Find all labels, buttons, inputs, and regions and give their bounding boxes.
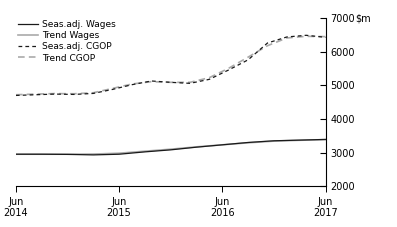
Trend Wages <box>65 153 70 155</box>
Line: Trend Wages: Trend Wages <box>16 140 326 154</box>
Trend CGOP <box>129 83 134 85</box>
Seas.adj. CGOP <box>52 93 57 95</box>
Seas.adj. CGOP <box>207 78 212 81</box>
Trend CGOP <box>52 92 57 95</box>
Trend CGOP <box>323 35 328 38</box>
Seas.adj. Wages <box>323 138 328 141</box>
Seas.adj. CGOP <box>149 80 154 82</box>
Trend CGOP <box>91 91 96 94</box>
Trend Wages <box>246 141 251 144</box>
Seas.adj. CGOP <box>71 93 76 96</box>
Trend Wages <box>272 140 276 143</box>
Line: Seas.adj. Wages: Seas.adj. Wages <box>16 139 326 155</box>
Seas.adj. Wages <box>143 151 147 153</box>
Trend Wages <box>39 153 44 155</box>
Seas.adj. CGOP <box>129 83 134 86</box>
Trend Wages <box>117 152 121 155</box>
Seas.adj. Wages <box>297 139 302 141</box>
Trend CGOP <box>33 93 38 95</box>
Trend CGOP <box>110 87 115 90</box>
Seas.adj. Wages <box>246 141 251 144</box>
Trend Wages <box>297 139 302 142</box>
Trend Wages <box>323 138 328 141</box>
Trend Wages <box>91 153 96 155</box>
Trend CGOP <box>71 92 76 95</box>
Seas.adj. CGOP <box>265 42 270 44</box>
Seas.adj. Wages <box>194 146 199 148</box>
Seas.adj. Wages <box>91 153 96 156</box>
Line: Seas.adj. CGOP: Seas.adj. CGOP <box>16 35 326 95</box>
Seas.adj. CGOP <box>13 94 18 97</box>
Y-axis label: $m: $m <box>355 13 370 23</box>
Legend: Seas.adj. Wages, Trend Wages, Seas.adj. CGOP, Trend CGOP: Seas.adj. Wages, Trend Wages, Seas.adj. … <box>17 19 117 64</box>
Seas.adj. CGOP <box>226 69 231 71</box>
Trend CGOP <box>13 93 18 96</box>
Seas.adj. CGOP <box>246 59 251 61</box>
Seas.adj. CGOP <box>33 93 38 96</box>
Seas.adj. Wages <box>117 153 121 155</box>
Trend Wages <box>143 150 147 153</box>
Seas.adj. Wages <box>168 148 173 151</box>
Seas.adj. Wages <box>272 139 276 142</box>
Seas.adj. CGOP <box>284 36 289 38</box>
Seas.adj. Wages <box>39 153 44 155</box>
Seas.adj. CGOP <box>304 34 308 37</box>
Seas.adj. CGOP <box>188 82 193 85</box>
Line: Trend CGOP: Trend CGOP <box>16 36 326 95</box>
Seas.adj. CGOP <box>168 81 173 84</box>
Trend CGOP <box>207 76 212 79</box>
Trend CGOP <box>246 56 251 59</box>
Trend Wages <box>220 143 225 146</box>
Seas.adj. Wages <box>65 153 70 156</box>
Seas.adj. CGOP <box>110 88 115 91</box>
Trend Wages <box>168 148 173 151</box>
Trend CGOP <box>226 67 231 70</box>
Seas.adj. CGOP <box>323 36 328 39</box>
Seas.adj. Wages <box>220 143 225 146</box>
Trend CGOP <box>284 37 289 39</box>
Seas.adj. CGOP <box>91 92 96 95</box>
Trend CGOP <box>168 81 173 84</box>
Trend CGOP <box>304 35 308 38</box>
Trend CGOP <box>188 81 193 84</box>
Trend CGOP <box>149 80 154 83</box>
Trend Wages <box>13 153 18 155</box>
Trend Wages <box>194 146 199 148</box>
Seas.adj. Wages <box>13 153 18 155</box>
Trend CGOP <box>265 44 270 47</box>
